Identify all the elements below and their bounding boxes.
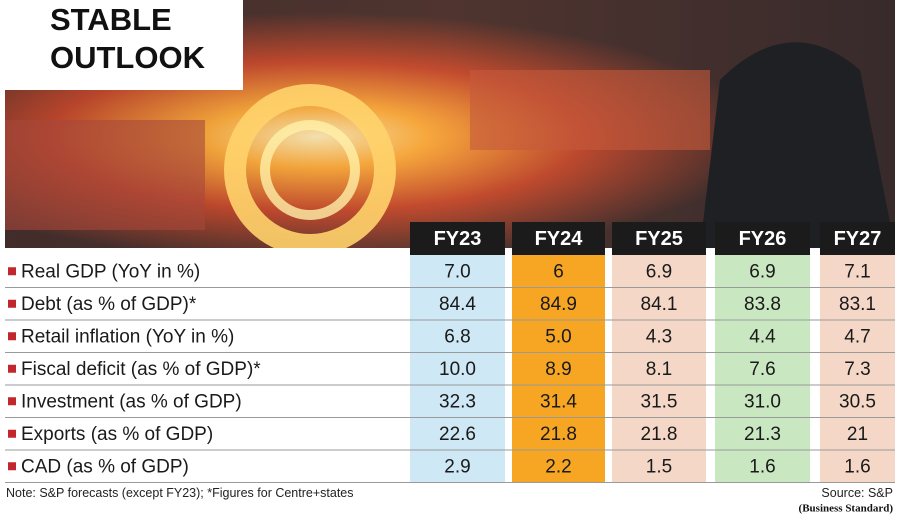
cell-value: 83.8 [744, 294, 781, 315]
cell-value: 2.9 [444, 456, 470, 477]
header-cell [410, 222, 505, 255]
cell-value: 8.1 [646, 359, 672, 380]
cell-value: 7.0 [444, 261, 470, 282]
bullet [8, 332, 16, 341]
bullet [8, 397, 16, 406]
cell-value: 31.4 [540, 391, 577, 412]
row-label: Investment (as % of GDP) [21, 391, 242, 412]
cell-value: 1.6 [749, 456, 775, 477]
cell-value: 6.8 [444, 326, 470, 347]
header-cell [820, 222, 895, 255]
row-label: Retail inflation (YoY in %) [21, 326, 234, 347]
cell-value: 7.6 [749, 359, 775, 380]
column-header: FY25 [635, 228, 683, 250]
column-header: FY27 [834, 228, 882, 250]
cell-value: 5.0 [545, 326, 571, 347]
cell-value: 84.1 [641, 294, 678, 315]
cell-value: 6.9 [646, 261, 672, 282]
cell-value: 10.0 [439, 359, 476, 380]
header-cell [512, 222, 605, 255]
source: Source: S&P [821, 486, 893, 500]
row-label: Debt (as % of GDP)* [21, 294, 197, 315]
credit: (Business Standard) [799, 503, 894, 515]
title: STABLE [50, 2, 172, 37]
column-bg [512, 255, 605, 483]
bullet [8, 299, 16, 308]
row-label: CAD (as % of GDP) [21, 456, 189, 477]
cell-value: 84.9 [540, 294, 577, 315]
cell-value: 1.6 [844, 456, 870, 477]
cell-value: 21 [847, 424, 868, 445]
row-label: Exports (as % of GDP) [21, 424, 213, 445]
cell-value: 4.7 [844, 326, 870, 347]
bullet [8, 429, 16, 438]
cell-value: 8.9 [545, 359, 571, 380]
cell-value: 21.3 [744, 424, 781, 445]
cell-value: 31.0 [744, 391, 781, 412]
cell-value: 2.2 [545, 456, 571, 477]
title: OUTLOOK [50, 40, 206, 75]
column-header: FY24 [535, 228, 584, 250]
column-bg [410, 255, 505, 483]
cell-value: 32.3 [439, 391, 476, 412]
cell-value: 22.6 [439, 424, 476, 445]
cell-value: 4.3 [646, 326, 672, 347]
column-bg [715, 255, 810, 483]
cell-value: 6.9 [749, 261, 775, 282]
photo [5, 0, 895, 256]
row-label: Real GDP (YoY in %) [21, 261, 200, 282]
cell-value: 30.5 [839, 391, 876, 412]
cell-value: 31.5 [641, 391, 678, 412]
cell-value: 4.4 [749, 326, 776, 347]
cell-value: 83.1 [839, 294, 876, 315]
row-label: Fiscal deficit (as % of GDP)* [21, 359, 261, 380]
cell-value: 1.5 [646, 456, 672, 477]
column-header: FY23 [434, 228, 482, 250]
note: Note: S&P forecasts (except FY23); *Figu… [6, 486, 354, 500]
cell-value: 84.4 [439, 294, 476, 315]
bullet [8, 267, 16, 276]
header-cell [715, 222, 810, 255]
cell-value: 21.8 [641, 424, 678, 445]
column-header: FY26 [739, 228, 787, 250]
cell-value: 21.8 [540, 424, 577, 445]
cell-value: 6 [553, 261, 564, 282]
column-bg [820, 255, 895, 483]
bullet [8, 364, 16, 373]
cell-value: 7.1 [844, 261, 870, 282]
header-cell [612, 222, 706, 255]
cell-value: 7.3 [844, 359, 870, 380]
title-box [5, 0, 243, 90]
bullet [8, 462, 16, 471]
column-bg [612, 255, 706, 483]
